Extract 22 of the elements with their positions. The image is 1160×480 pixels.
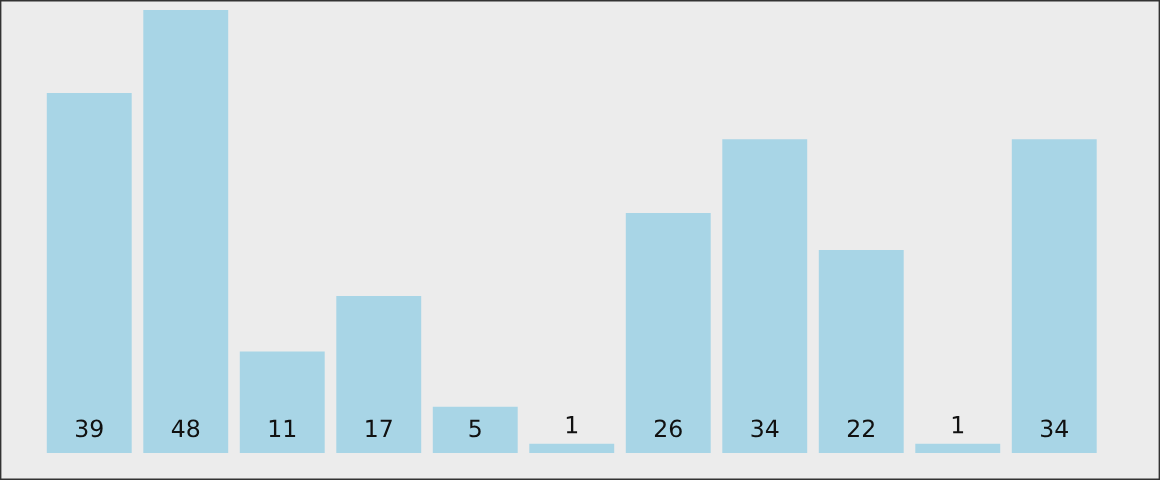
- data-label: 1: [566, 416, 578, 434]
- bar: [915, 443, 1001, 453]
- bar: [336, 296, 422, 453]
- bar: [239, 351, 325, 453]
- bar: [1011, 139, 1097, 453]
- bar: [46, 93, 132, 453]
- data-label: 11: [269, 419, 296, 437]
- data-label: 34: [751, 419, 779, 438]
- bar: [432, 406, 518, 453]
- bar: [529, 443, 615, 453]
- data-label: 5: [469, 419, 481, 438]
- bar: [818, 249, 904, 453]
- bar: [722, 139, 808, 453]
- data-label: 39: [76, 419, 103, 438]
- data-label: 17: [366, 419, 392, 437]
- data-label: 34: [1041, 419, 1068, 438]
- bar: [143, 10, 229, 453]
- data-label: 48: [171, 419, 200, 438]
- data-label: 22: [847, 419, 874, 437]
- data-label: 1: [952, 416, 964, 434]
- bar: [625, 213, 711, 453]
- data-label: 26: [654, 419, 682, 438]
